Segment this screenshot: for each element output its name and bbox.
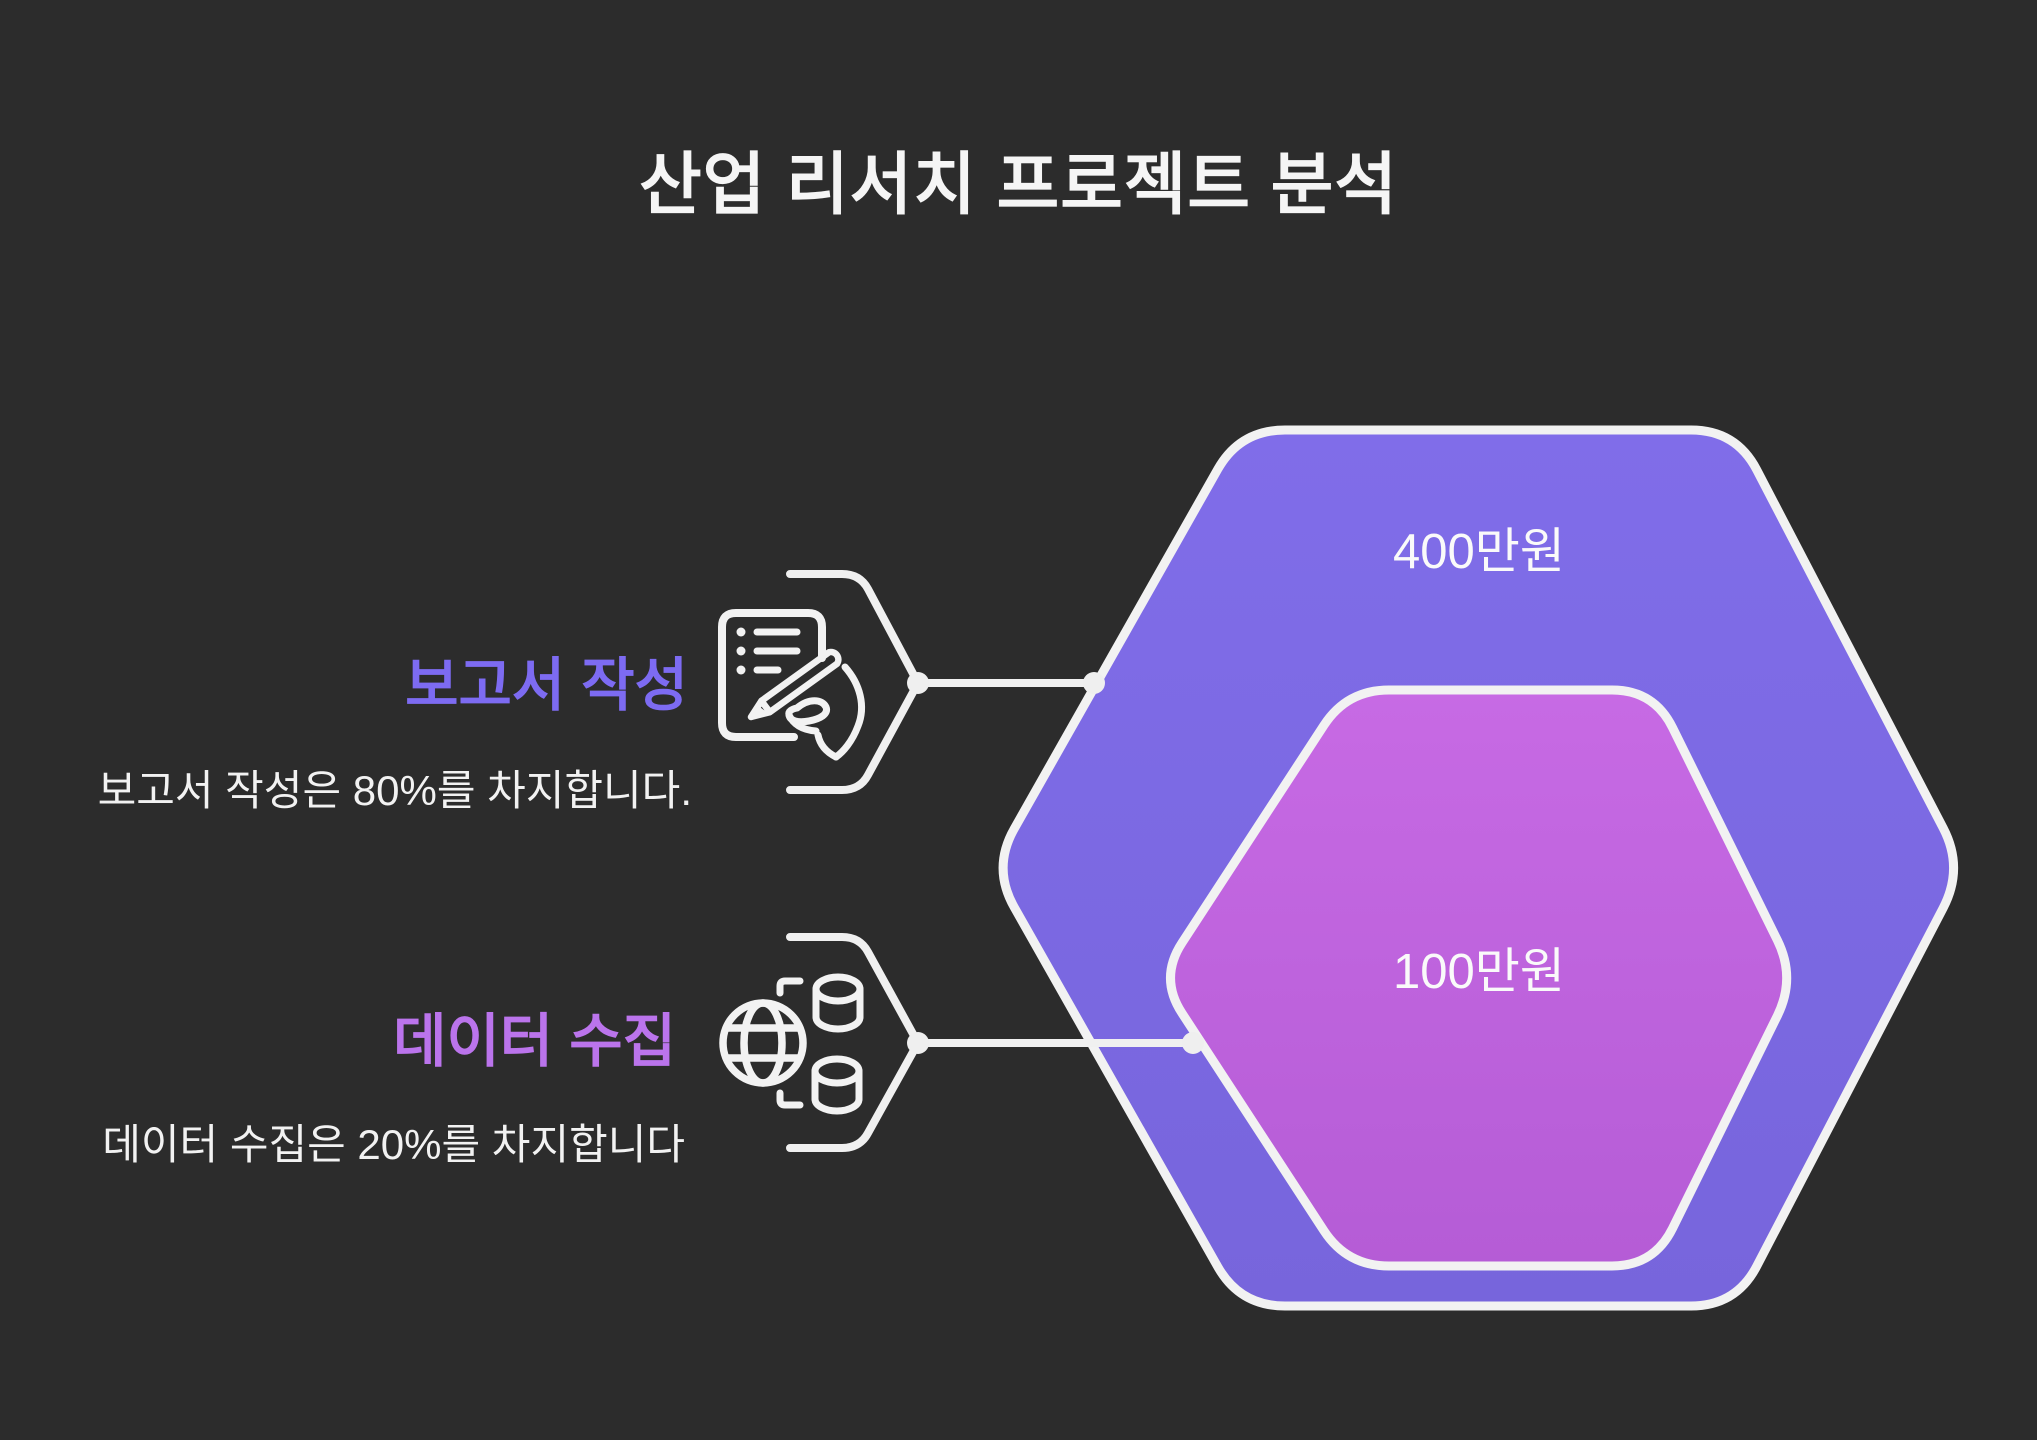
connector-dot xyxy=(1083,672,1105,694)
connector-dot xyxy=(1182,1032,1204,1054)
inner-hexagon xyxy=(1166,685,1792,1271)
connector-bracket-data xyxy=(786,933,922,1152)
connector-dot xyxy=(907,672,929,694)
page-title: 산업 리서치 프로젝트 분석 xyxy=(639,147,1398,223)
report-writing-icon xyxy=(718,609,866,761)
callout-label-data: 데이터 수집 xyxy=(393,1009,676,1074)
inner-hexagon-value: 100만원 xyxy=(1393,945,1565,999)
connector-dot xyxy=(907,1032,929,1054)
data-collection-icon xyxy=(719,973,864,1115)
callout-description-report: 보고서 작성은 80%를 차지합니다. xyxy=(97,767,692,814)
callout-description-data: 데이터 수집은 20%를 차지합니다 xyxy=(102,1121,685,1168)
outer-hexagon-value: 400만원 xyxy=(1393,525,1565,579)
callout-label-report: 보고서 작성 xyxy=(405,653,688,718)
